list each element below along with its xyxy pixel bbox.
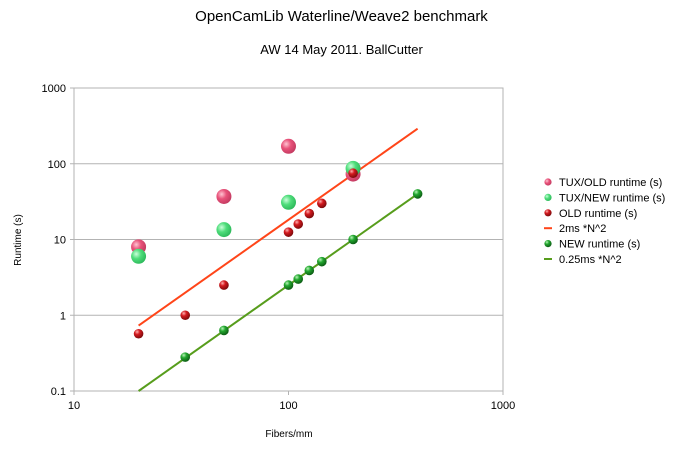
legend-label: 0.25ms *N^2 bbox=[559, 254, 622, 266]
data-point bbox=[219, 280, 229, 290]
x-tick-label: 100 bbox=[279, 400, 297, 412]
y-tick-label: 100 bbox=[48, 159, 66, 171]
legend-label: 2ms *N^2 bbox=[559, 223, 606, 235]
legend-label: TUX/NEW runtime (s) bbox=[559, 192, 665, 204]
data-point bbox=[131, 248, 147, 264]
data-point bbox=[293, 219, 304, 229]
data-point bbox=[283, 227, 294, 237]
data-point bbox=[304, 208, 315, 219]
y-tick-label: 1 bbox=[60, 310, 66, 322]
data-point bbox=[283, 280, 294, 290]
x-tick-label: 10 bbox=[68, 400, 80, 412]
data-point bbox=[216, 222, 232, 238]
data-point bbox=[133, 328, 144, 339]
plot-area-border bbox=[73, 87, 504, 392]
data-point bbox=[317, 256, 327, 267]
legend-swatch bbox=[544, 178, 552, 186]
x-tick-label: 1000 bbox=[491, 400, 515, 412]
chart-title: OpenCamLib Waterline/Weave2 benchmark bbox=[195, 8, 488, 25]
plot-frame bbox=[73, 87, 504, 392]
data-point bbox=[348, 234, 358, 245]
data-point bbox=[281, 138, 296, 154]
data-point bbox=[304, 265, 315, 276]
data-point bbox=[317, 198, 327, 209]
y-axis-label: Runtime (s) bbox=[13, 214, 24, 266]
data-point bbox=[348, 168, 358, 179]
data-point bbox=[412, 189, 423, 199]
legend-label: TUX/OLD runtime (s) bbox=[559, 177, 662, 189]
legend-swatch bbox=[544, 240, 552, 248]
chart-subtitle: AW 14 May 2011. BallCutter bbox=[260, 42, 423, 57]
legend: TUX/OLD runtime (s) TUX/NEW runtime (s) OL… bbox=[544, 177, 665, 266]
data-point bbox=[216, 188, 232, 204]
legend-swatch bbox=[544, 193, 552, 201]
data-point bbox=[180, 310, 191, 321]
legend-label: OLD runtime (s) bbox=[559, 208, 637, 220]
data-point bbox=[293, 274, 304, 284]
fit-line bbox=[138, 193, 419, 392]
data-point bbox=[180, 352, 191, 362]
legend-label: NEW runtime (s) bbox=[559, 239, 640, 251]
data-point bbox=[219, 325, 229, 336]
legend-swatch bbox=[544, 209, 552, 217]
y-tick-label: 1000 bbox=[42, 83, 66, 95]
data-point bbox=[281, 194, 296, 210]
y-tick-label: 0.1 bbox=[51, 386, 66, 398]
series-layer bbox=[131, 127, 423, 392]
x-axis-label: Fibers/mm bbox=[265, 429, 312, 440]
tick-labels: 0.1 1 10 100 1000 10 100 1000 bbox=[42, 83, 516, 412]
y-tick-label: 10 bbox=[54, 235, 66, 247]
fit-line bbox=[138, 127, 419, 327]
